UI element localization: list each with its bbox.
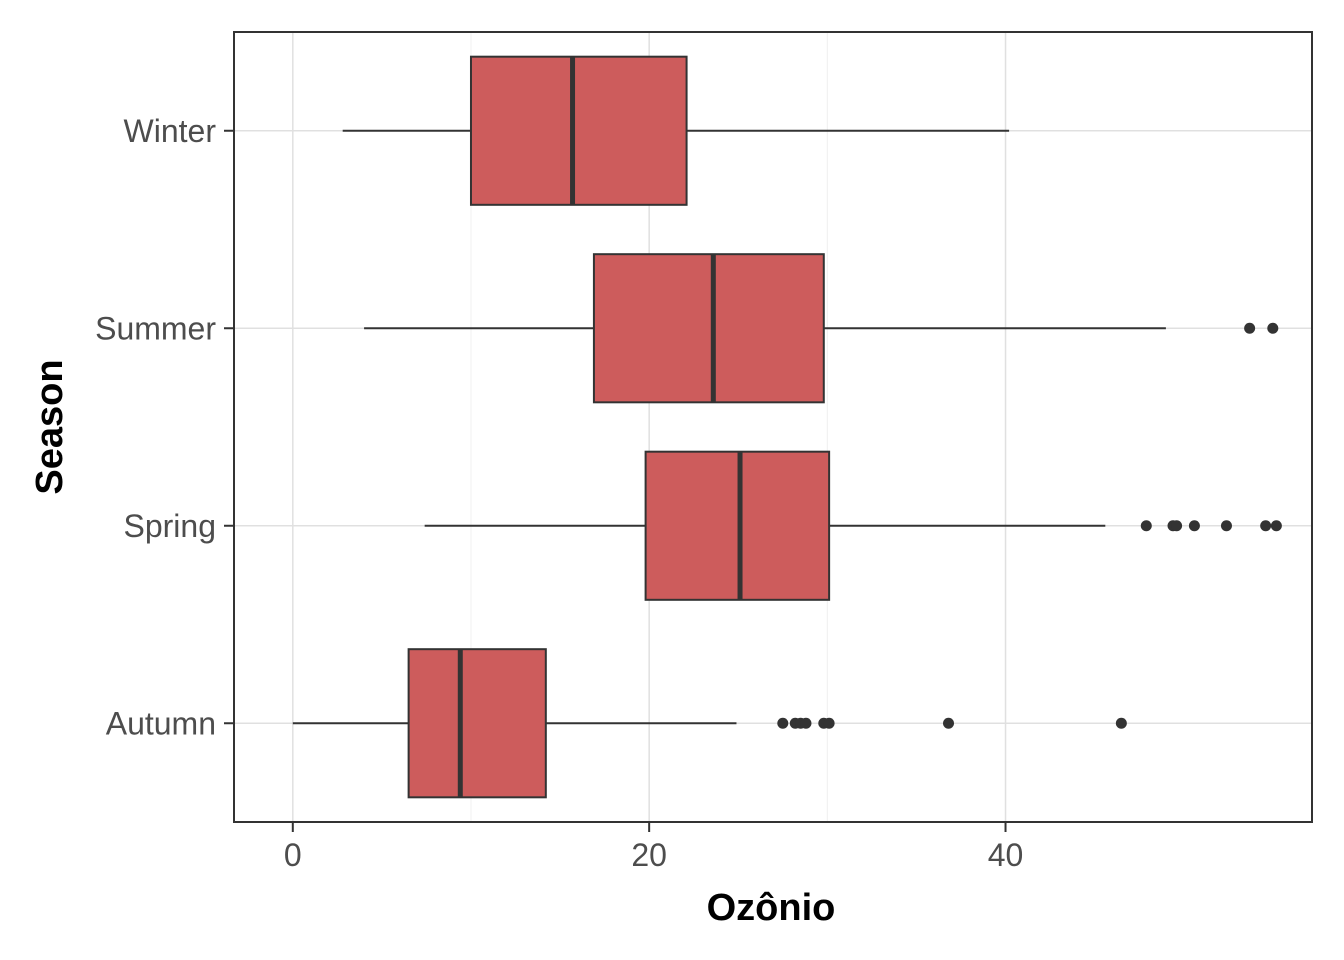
- outlier-point: [1270, 520, 1282, 532]
- x-axis-title: Ozônio: [707, 887, 836, 929]
- outlier-point: [1188, 520, 1200, 532]
- outlier-point: [823, 717, 835, 729]
- x-tick-label: 20: [631, 837, 667, 873]
- outlier-point: [1115, 717, 1127, 729]
- outlier-point: [1171, 520, 1183, 532]
- y-tick-label-autumn: Autumn: [106, 705, 216, 741]
- panel-border: [233, 31, 1313, 823]
- outlier-point: [1140, 520, 1152, 532]
- box-spring: [424, 450, 1282, 601]
- box-iqr: [644, 450, 831, 601]
- y-tick-label-winter: Winter: [124, 113, 217, 149]
- x-tick-label: 0: [284, 837, 302, 873]
- box-iqr: [407, 648, 547, 799]
- y-tick-label-spring: Spring: [124, 508, 217, 544]
- outlier-point: [1260, 520, 1272, 532]
- outlier-point: [1267, 322, 1279, 334]
- y-tick-label-summer: Summer: [95, 310, 216, 346]
- box-series: [292, 55, 1282, 799]
- box-iqr: [592, 253, 825, 404]
- outlier-point: [800, 717, 812, 729]
- axes: 0 20 40 Winter Summer Spring Autumn: [95, 113, 1023, 873]
- outlier-point: [1220, 520, 1232, 532]
- box-winter: [342, 55, 1010, 206]
- outlier-point: [777, 717, 789, 729]
- box-iqr: [469, 55, 688, 206]
- box-summer: [364, 253, 1279, 404]
- box-autumn: [292, 648, 1127, 799]
- outlier-point: [943, 717, 955, 729]
- x-tick-label: 40: [988, 837, 1024, 873]
- outlier-point: [1244, 322, 1256, 334]
- y-axis-title: Season: [29, 359, 71, 494]
